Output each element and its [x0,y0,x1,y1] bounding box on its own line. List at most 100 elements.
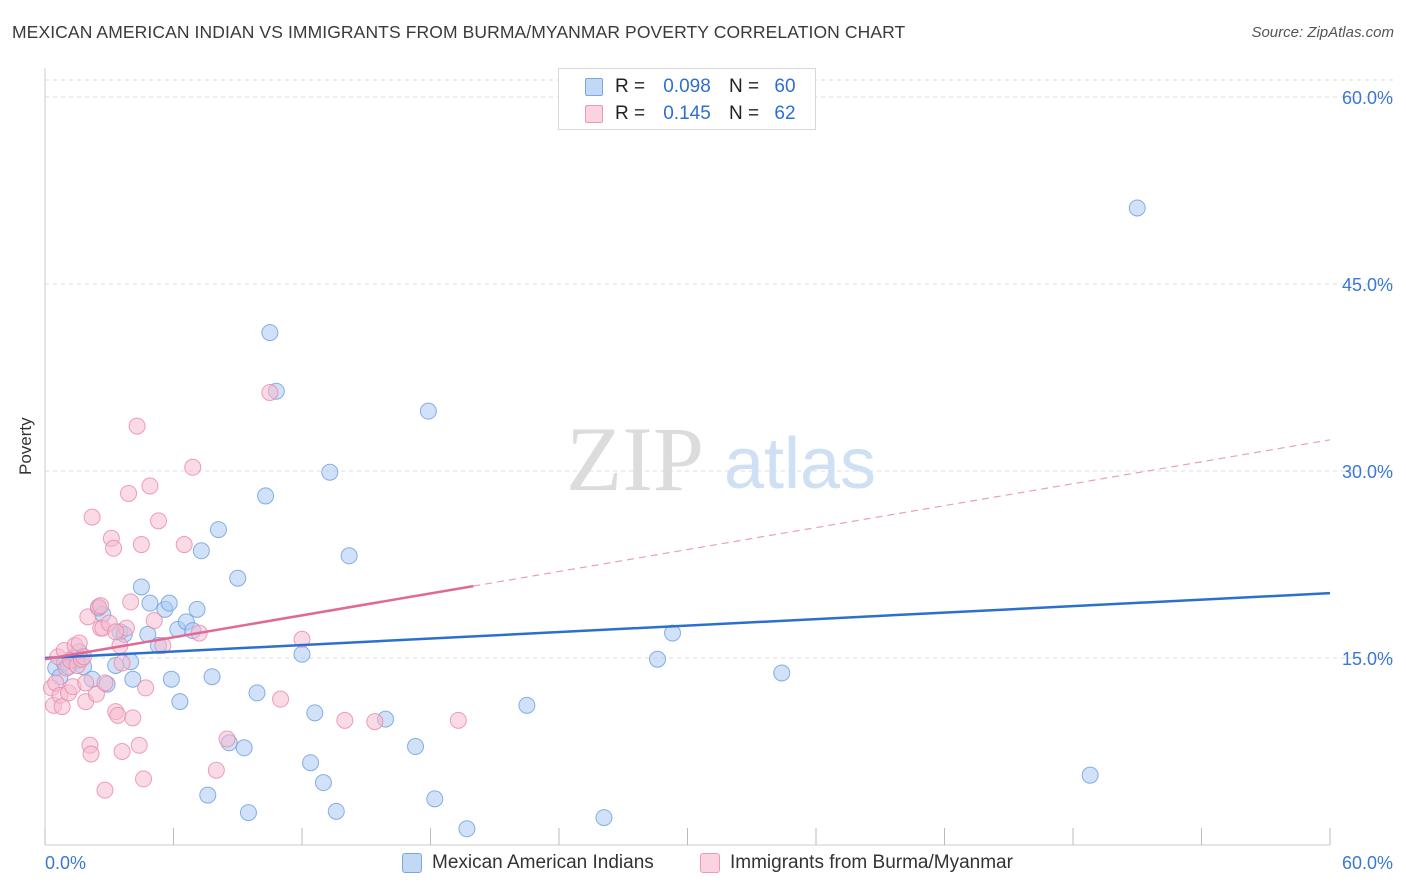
legend-item-immigrants-burma[interactable]: Immigrants from Burma/Myanmar [700,852,1013,874]
data-point [96,674,114,692]
data-point [79,608,97,626]
data-point [132,578,150,596]
data-point [96,781,114,799]
n-label: N = [729,103,760,124]
data-point [141,594,159,612]
legend-label: Immigrants from Burma/Myanmar [730,852,1013,873]
y-tick-label: 15.0% [1342,649,1393,669]
y-tick-label: 30.0% [1342,462,1393,482]
x-tick-label: 60.0% [1342,853,1393,873]
legend-label: Mexican American Indians [432,852,654,873]
legend-swatch-pink [585,105,603,123]
data-point [209,521,227,539]
trend-line-immigrants-burma [44,584,474,661]
data-point [160,594,178,612]
data-point [113,743,131,760]
legend-row-pink: R = 0.145 N = 62 [585,103,805,125]
data-point [293,645,311,663]
legend-swatch-blue [585,78,603,96]
data-point [124,709,142,727]
data-point [419,402,437,420]
data-point [77,674,95,692]
data-point [239,804,257,822]
n-label: N = [729,76,760,97]
data-point [122,593,140,611]
axes [44,68,1331,846]
data-point [449,711,467,729]
data-point [130,736,148,754]
series-mexican-american-indians [47,199,1146,838]
data-point [135,770,153,788]
data-point [366,713,384,731]
data-point [53,698,71,716]
data-point [120,484,138,502]
data-point [261,324,279,342]
data-point [1128,199,1146,217]
data-point [518,696,536,714]
data-point [407,738,425,756]
r-label: R = [615,103,646,124]
trend-lines [44,439,1331,661]
data-point [132,536,150,554]
y-tick-label: 60.0% [1342,88,1393,108]
n-value: 60 [774,76,796,97]
n-value: 62 [774,103,796,124]
data-point [124,670,142,688]
data-point [426,790,444,808]
data-point [82,745,100,763]
data-point [272,690,290,708]
legend-swatch-blue [402,853,422,873]
data-point [87,685,105,703]
data-point [327,802,345,820]
data-point [113,654,131,672]
data-point [1081,766,1099,784]
data-point [171,693,189,711]
data-point [321,463,339,481]
legend-swatch-pink [700,853,720,873]
data-point [261,383,279,401]
y-axis-label: Poverty [16,417,35,475]
data-point [162,670,180,688]
data-point [188,600,206,618]
data-point [218,730,236,748]
data-point [458,820,476,838]
y-tick-label: 45.0% [1342,275,1393,295]
trend-line-immigrants-burma-projection [473,439,1331,587]
data-point [107,623,125,641]
bottom-legend: Mexican American Indians Immigrants from… [0,852,1406,878]
source-label: Source: ZipAtlas.com [1251,24,1394,41]
data-point [595,809,613,827]
x-tick-label: 0.0% [45,853,86,873]
data-point [141,477,159,495]
trend-line-mexican-american-indians [44,591,1331,660]
r-label: R = [615,76,646,97]
legend-row-blue: R = 0.098 N = 60 [585,76,805,98]
watermark-atlas: atlas [724,424,876,504]
tick-labels: 15.0% 30.0% 45.0% 60.0% 0.0% 60.0% [45,88,1393,873]
data-point [83,508,101,526]
data-point [293,630,311,648]
data-point [649,650,667,668]
data-point [105,539,123,557]
data-point [773,664,791,682]
stats-legend: R = 0.098 N = 60 R = 0.145 N = 62 [558,68,816,130]
series-immigrants-burma [42,383,467,799]
data-point [109,706,127,724]
data-point [306,704,324,722]
chart-title: MEXICAN AMERICAN INDIAN VS IMMIGRANTS FR… [12,22,906,42]
r-value: 0.145 [663,103,711,124]
data-point [192,542,210,560]
data-point [154,637,172,655]
watermark-zip: ZIP [566,408,704,510]
data-point [336,711,354,729]
data-point [302,754,320,772]
data-point [199,786,217,804]
grid-lines [45,79,1395,659]
data-point [203,668,221,686]
data-point [248,684,266,702]
data-point [229,569,247,587]
legend-item-mexican-american-indians[interactable]: Mexican American Indians [402,852,654,874]
data-point [184,458,202,476]
watermark: ZIP atlas [566,408,876,510]
